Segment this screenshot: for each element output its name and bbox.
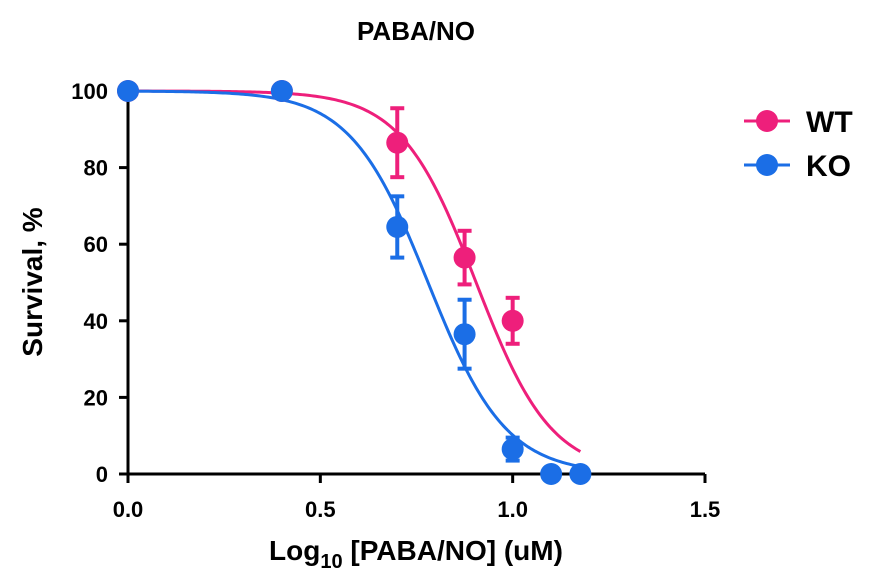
data-point-ko xyxy=(453,323,476,346)
x-axis-label-subscript: 10 xyxy=(320,551,342,573)
y-tick-label: 40 xyxy=(84,309,108,334)
y-tick-label: 0 xyxy=(96,462,108,487)
fit-curve-wt xyxy=(128,89,582,453)
data-point-ko xyxy=(501,438,524,461)
legend-label-ko: KO xyxy=(806,150,851,183)
x-axis-label: Log10 [PABA/NO] (uM) xyxy=(269,535,563,573)
axes: 0.0 0.5 1.0 1.5 0 20 40 60 80 100 xyxy=(71,79,720,522)
data-point-wt xyxy=(386,131,409,154)
fit-curve-ko xyxy=(127,89,581,469)
data-point-ko xyxy=(569,463,592,485)
y-tick-label: 60 xyxy=(84,232,108,257)
x-axis-label-rest: [PABA/NO] (uM) xyxy=(343,535,563,566)
x-tick-label: 1.0 xyxy=(497,497,528,522)
data-point-ko xyxy=(540,463,563,485)
data-point-wt xyxy=(453,246,476,269)
legend-marker-ko xyxy=(756,154,778,176)
y-tick-label: 80 xyxy=(84,156,108,181)
x-tick-label: 0.0 xyxy=(113,497,144,522)
chart-title: PABA/NO xyxy=(357,16,475,46)
y-tick-label: 20 xyxy=(84,385,108,410)
legend: WT KO xyxy=(744,106,853,183)
data-point-ko xyxy=(117,80,139,102)
x-tick-label: 0.5 xyxy=(305,497,336,522)
data-point-ko xyxy=(386,215,409,238)
x-axis-label-main: Log xyxy=(269,535,320,566)
legend-label-wt: WT xyxy=(806,106,853,139)
legend-marker-wt xyxy=(756,110,778,132)
y-axis-label: Survival, % xyxy=(17,207,48,357)
y-tick-label: 100 xyxy=(71,79,108,104)
x-tick-label: 1.5 xyxy=(690,497,721,522)
data-point-ko xyxy=(270,80,293,102)
data-points xyxy=(117,80,592,485)
fit-curves xyxy=(127,89,582,469)
data-point-wt xyxy=(501,309,524,332)
